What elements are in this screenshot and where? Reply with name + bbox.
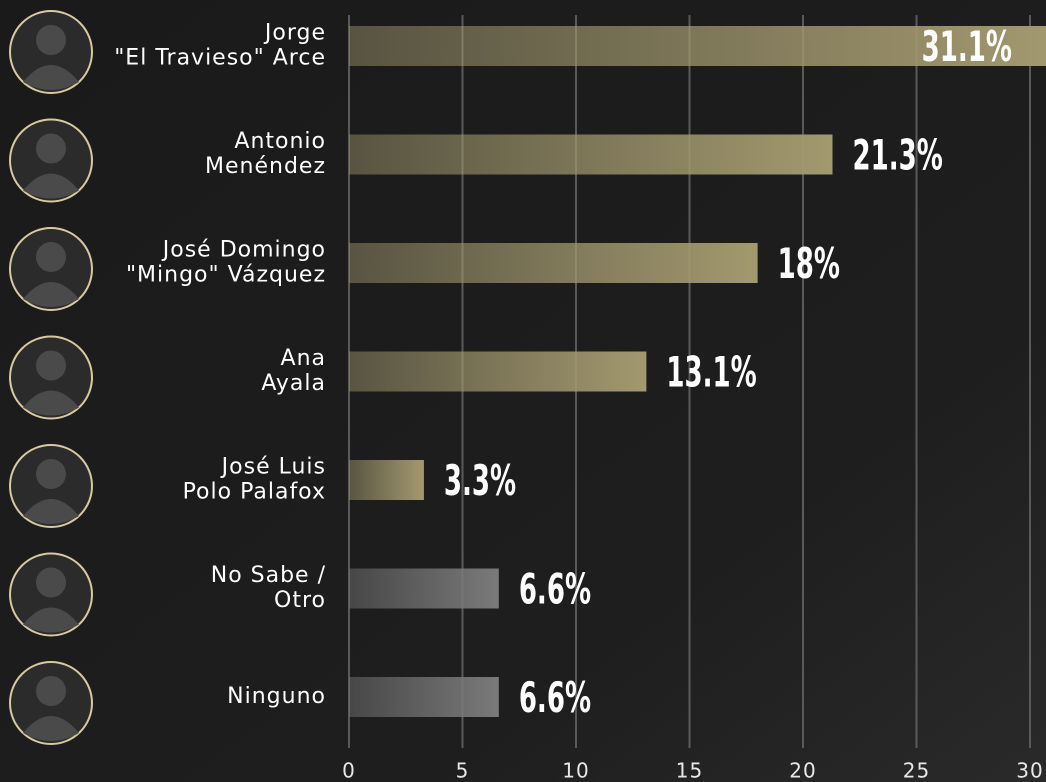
avatar-body (23, 390, 79, 416)
bar (349, 460, 424, 500)
category-line: Jorge (263, 21, 326, 46)
category-line: "El Travieso" Arce (114, 46, 326, 71)
avatar-head (36, 459, 66, 489)
x-tick-label: 10 (562, 759, 589, 782)
avatar (9, 227, 93, 311)
category-label: Jorge "El Travieso" Arce (114, 21, 326, 71)
avatar-body (23, 65, 79, 90)
avatar-head (36, 350, 66, 381)
category-line: Ayala (261, 371, 326, 396)
avatar-head (36, 25, 66, 55)
category-label: No Sabe / Otro (211, 563, 326, 613)
bar (349, 677, 499, 717)
bar (349, 134, 833, 175)
x-tick-label: 0 (342, 759, 356, 782)
avatar (9, 10, 93, 94)
avatar-body (23, 499, 79, 524)
avatar-body (23, 282, 79, 307)
category-line: No Sabe / (211, 563, 326, 588)
bar (349, 26, 1046, 66)
avatar (9, 444, 93, 528)
category-line: Polo Palafox (183, 480, 326, 505)
avatar-head (36, 242, 66, 272)
value-label: 6.6% (519, 675, 591, 723)
x-tick-label: 30 (1016, 759, 1043, 782)
value-label: 31.1% (922, 24, 1012, 72)
value-label: 6.6% (519, 566, 591, 614)
avatar-head (36, 133, 66, 164)
category-label: Ninguno (227, 684, 326, 709)
category-line: Ana (281, 346, 326, 371)
category-line: Ninguno (227, 684, 326, 709)
category-line: José Domingo (161, 238, 326, 263)
x-tick-label: 20 (789, 759, 816, 782)
value-label: 3.3% (444, 458, 516, 506)
category-line: José Luis (220, 455, 326, 480)
category-line: Menéndez (205, 154, 326, 179)
category-label: José Luis Polo Palafox (183, 455, 326, 505)
bar (349, 243, 758, 283)
bar (349, 351, 647, 392)
category-line: Otro (274, 588, 326, 613)
avatar (9, 661, 93, 745)
avatar-body (23, 716, 79, 741)
x-tick-label: 25 (903, 759, 930, 782)
category-label: Ana Ayala (261, 346, 326, 396)
x-tick-label: 5 (456, 759, 470, 782)
category-line: Antonio (234, 129, 326, 154)
avatar-body (23, 173, 79, 199)
avatar (9, 552, 93, 637)
category-label: Antonio Menéndez (205, 129, 326, 179)
category-label: José Domingo "Mingo" Vázquez (126, 238, 326, 288)
avatar-head (36, 676, 66, 706)
value-label: 18% (778, 241, 840, 289)
category-line: "Mingo" Vázquez (126, 263, 326, 288)
avatar (9, 118, 93, 203)
avatar-head (36, 567, 66, 598)
avatar (9, 335, 93, 420)
bars (349, 26, 1046, 717)
value-label: 21.3% (853, 132, 943, 180)
bar (349, 568, 499, 609)
avatar-body (23, 607, 79, 633)
x-tick-label: 15 (676, 759, 703, 782)
value-label: 13.1% (666, 349, 756, 397)
